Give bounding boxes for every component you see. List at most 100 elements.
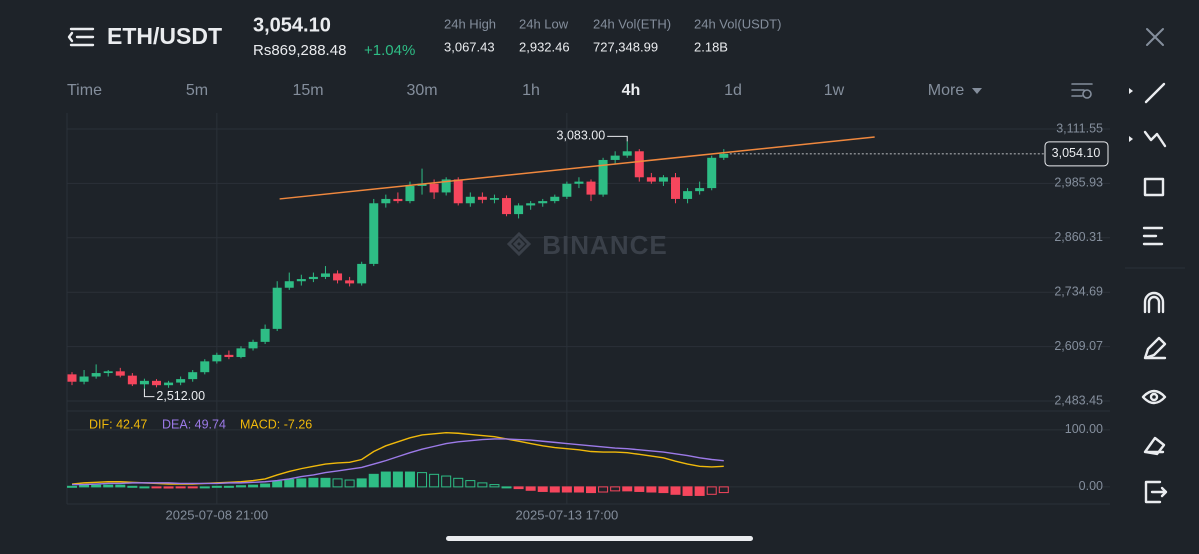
exit-tool[interactable] <box>1144 480 1168 504</box>
fib-tool[interactable] <box>1143 130 1167 148</box>
macd-bar <box>404 471 415 488</box>
macd-bar <box>610 486 621 492</box>
macd-bar <box>235 485 246 488</box>
timeframe-tab[interactable]: 1w <box>824 82 845 99</box>
candle-body <box>200 361 210 373</box>
timeframe-tab[interactable]: 1d <box>724 82 742 99</box>
candle-body <box>441 179 451 193</box>
candle-body <box>453 179 463 204</box>
x-tick-label: 2025-07-08 21:00 <box>166 507 269 522</box>
candle-body <box>695 188 705 192</box>
macd-bar <box>272 480 283 488</box>
timeframe-tab[interactable]: 1h <box>522 82 540 99</box>
macd-bar <box>477 482 488 488</box>
timeframe-tab[interactable]: 30m <box>406 82 437 99</box>
line-tool[interactable] <box>1144 82 1166 104</box>
candle-body <box>634 151 644 178</box>
macd-bar <box>658 486 669 494</box>
stat-label: 24h High <box>444 16 496 31</box>
candle-body <box>477 196 487 200</box>
candle-body <box>369 203 379 264</box>
candle-body <box>333 273 343 281</box>
timeframe-tab[interactable]: 4h <box>622 82 641 99</box>
candle-body <box>610 155 620 160</box>
trend-line <box>279 136 875 200</box>
close-icon[interactable] <box>1146 28 1164 46</box>
candle-body <box>707 157 717 189</box>
macd-bar <box>694 486 705 496</box>
macd-bar <box>356 478 367 488</box>
candle-body <box>212 354 222 362</box>
timeframe-tab[interactable]: 5m <box>186 82 208 99</box>
y-tick-label: 2,734.69 <box>1054 284 1103 298</box>
eraser-tool[interactable] <box>1143 436 1166 456</box>
macd-bar <box>465 480 476 488</box>
macd-bar <box>296 478 307 488</box>
macd-bar <box>537 486 548 492</box>
macd-bar <box>513 486 524 490</box>
eye-tool[interactable] <box>1141 389 1167 405</box>
stat-value: 2.18B <box>694 39 728 54</box>
candle-body <box>284 281 294 288</box>
candle-body <box>683 191 693 199</box>
pair[interactable]: ETH/USDT <box>107 23 222 49</box>
dropdown-caret <box>972 88 982 94</box>
text-tool[interactable] <box>1142 226 1164 246</box>
candle-body <box>176 379 186 383</box>
macd-bar <box>199 486 210 489</box>
watermark: BINANCE <box>542 230 667 260</box>
timeframe-tab[interactable]: Time <box>67 82 102 99</box>
candle-body <box>429 183 439 193</box>
candle-body <box>79 376 89 382</box>
macd-bar <box>175 486 186 489</box>
stat-label: 24h Vol(USDT) <box>694 16 781 31</box>
macd-bar <box>67 485 77 488</box>
candle-body <box>550 196 560 202</box>
candle-body <box>272 287 282 329</box>
candle-body <box>357 263 367 284</box>
macd-bar <box>501 486 512 489</box>
macd-bar <box>163 486 174 489</box>
macd-bar <box>223 485 234 488</box>
macd-bar <box>634 486 645 492</box>
macd-dea-line <box>72 438 724 486</box>
pen-tool[interactable] <box>1143 336 1167 360</box>
candle-body <box>622 151 632 156</box>
macd-bar <box>380 471 391 488</box>
macd-bar <box>706 486 717 495</box>
menu-icon[interactable] <box>67 27 95 47</box>
candle-body <box>115 371 125 376</box>
macd-bar <box>392 471 403 488</box>
stat-value: 727,348.99 <box>593 39 658 54</box>
settings-icon[interactable] <box>1071 83 1093 99</box>
timeframe-tab[interactable]: 15m <box>292 82 323 99</box>
candle-body <box>296 279 306 282</box>
macd-bar <box>248 484 259 488</box>
candle-body <box>224 354 234 358</box>
stat-label: 24h Vol(ETH) <box>593 16 671 31</box>
macd-bar <box>489 484 500 488</box>
home-bar <box>446 536 753 541</box>
fiat-price: Rs869,288.48 <box>253 42 346 59</box>
macd-tick-label: 0.00 <box>1079 479 1103 493</box>
timeframe-tab[interactable]: More <box>928 82 965 99</box>
macd-bar <box>368 473 379 488</box>
macd-bar <box>151 486 162 489</box>
macd-bar <box>284 478 295 488</box>
candle-body <box>67 374 77 382</box>
macd-bar <box>525 486 536 491</box>
macd-bar <box>561 486 572 493</box>
macd-bar <box>598 486 609 493</box>
shape-tool[interactable] <box>1143 177 1165 197</box>
y-tick-label: 2,609.07 <box>1054 339 1103 353</box>
stat-value: 2,932.46 <box>519 39 570 54</box>
macd-bar <box>646 486 657 493</box>
toolbar <box>1129 82 1168 504</box>
magnet-tool[interactable] <box>1143 291 1165 314</box>
candle-body <box>489 198 499 200</box>
candle-body <box>562 183 572 197</box>
last-price-box <box>1044 141 1109 167</box>
price: 3,054.10 <box>253 14 331 36</box>
high-marker-label: 3,083.00 <box>557 129 606 143</box>
candle-body <box>248 341 258 349</box>
